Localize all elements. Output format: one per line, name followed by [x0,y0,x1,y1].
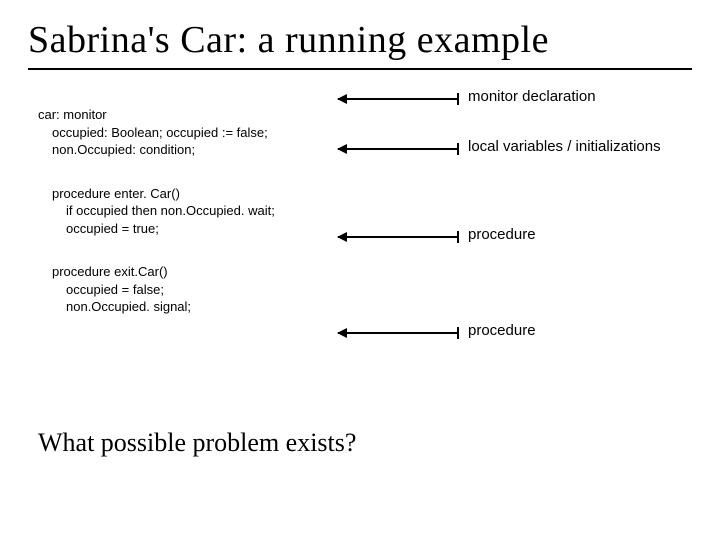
label-procedure-2: procedure [468,322,536,339]
arrow-tail-icon [457,143,459,155]
code-block-exit: procedure exit.Car() occupied = false; n… [38,263,378,316]
label-local-variables: local variables / initializations [468,138,661,155]
arrow-tail-icon [457,327,459,339]
arrow-head-icon [337,328,347,338]
code-line: procedure exit.Car() [38,263,378,281]
arrow-local-vars [338,148,458,149]
code-line: non.Occupied. signal; [38,298,378,316]
code-block-enter: procedure enter. Car() if occupied then … [38,185,378,238]
slide-title: Sabrina's Car: a running example [28,18,692,62]
code-line: occupied = false; [38,281,378,299]
question-text: What possible problem exists? [38,428,356,458]
label-procedure-1: procedure [468,226,536,243]
arrow-line [338,98,458,100]
arrow-line [338,236,458,238]
code-line: occupied: Boolean; occupied := false; [38,124,378,142]
arrow-line [338,148,458,150]
code-line: procedure enter. Car() [38,185,378,203]
code-line: if occupied then non.Occupied. wait; [38,202,378,220]
code-column: car: monitor occupied: Boolean; occupied… [38,106,378,342]
code-line: occupied = true; [38,220,378,238]
arrow-head-icon [337,94,347,104]
slide: Sabrina's Car: a running example car: mo… [0,0,720,540]
arrow-procedure-1 [338,236,458,237]
arrow-tail-icon [457,231,459,243]
code-line: non.Occupied: condition; [38,141,378,159]
title-underline [28,68,692,70]
arrow-head-icon [337,232,347,242]
arrow-tail-icon [457,93,459,105]
arrow-head-icon [337,144,347,154]
label-monitor-declaration: monitor declaration [468,88,596,105]
arrow-monitor-declaration [338,98,458,99]
code-line: car: monitor [38,106,378,124]
arrow-procedure-2 [338,332,458,333]
arrow-line [338,332,458,334]
code-block-declaration: car: monitor occupied: Boolean; occupied… [38,106,378,159]
